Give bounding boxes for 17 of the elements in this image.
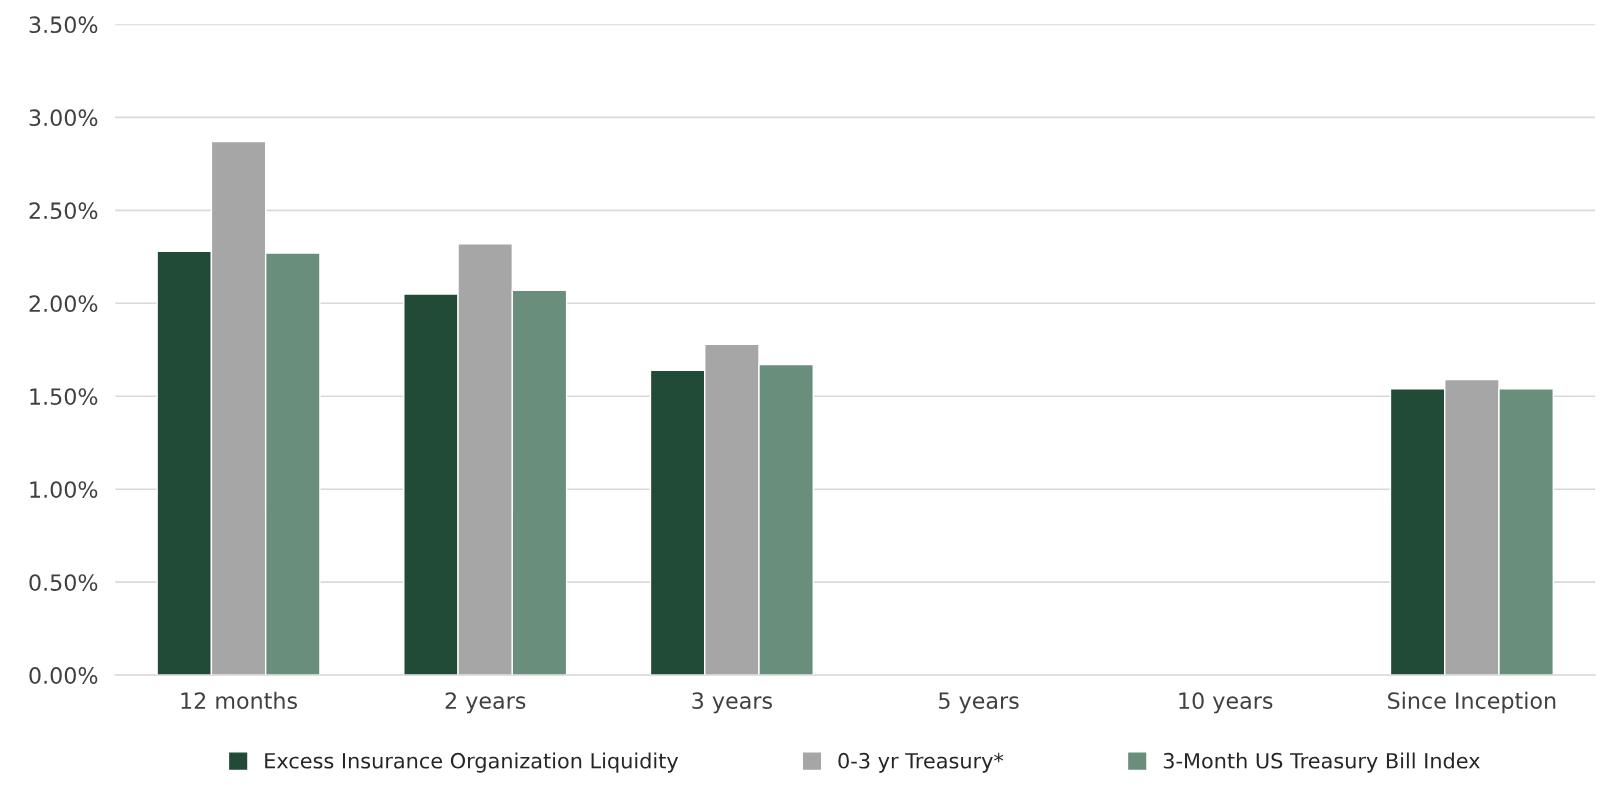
y-tick-label: 3.50% [29, 16, 98, 34]
y-tick-label: 2.50% [29, 202, 98, 220]
legend-label: Excess Insurance Organization Liquidity [265, 752, 679, 773]
x-tick-label: 5 years [939, 692, 1019, 714]
legend-label: 3-Month US Treasury Bill Index [1163, 752, 1480, 773]
y-tick-label: 0.50% [29, 574, 98, 591]
x-tick-label: 3 years [692, 692, 772, 714]
y-tick-label: 0.00% [29, 667, 98, 684]
x-tick-label: 12 months [181, 691, 297, 710]
y-tick-label: 3.00% [29, 109, 98, 127]
x-tick-label: Since Inception [1388, 691, 1556, 714]
y-tick-label: 2.00% [29, 295, 98, 313]
x-tick-label: 2 years [445, 692, 526, 714]
y-tick-label: 1.00% [30, 481, 98, 498]
legend-label: 0-3 yr Treasury* [838, 752, 1004, 773]
y-tick-label: 1.50% [30, 388, 98, 406]
x-tick-label: 10 years [1179, 692, 1273, 714]
